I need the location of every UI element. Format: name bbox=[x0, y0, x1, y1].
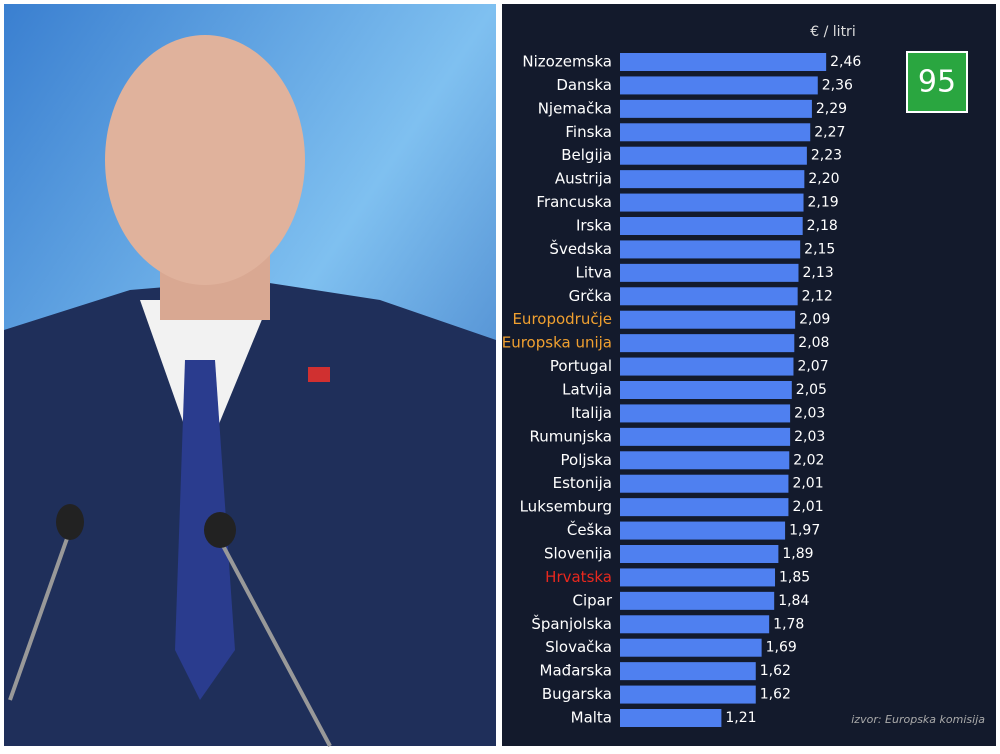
category-label: Njemačka bbox=[538, 99, 612, 117]
source: izvor: Europska komisija bbox=[851, 713, 985, 726]
value-label: 2,08 bbox=[798, 335, 829, 351]
category-label: Latvija bbox=[562, 381, 612, 399]
category-label: Europodručje bbox=[512, 310, 612, 328]
bar bbox=[620, 381, 792, 399]
bar bbox=[620, 474, 789, 493]
bar bbox=[620, 334, 795, 353]
value-label: 1,78 bbox=[773, 616, 804, 632]
category-label: Slovačka bbox=[545, 638, 612, 656]
value-label: 2,13 bbox=[802, 265, 833, 281]
photo bbox=[4, 4, 496, 747]
value-label: 2,02 bbox=[793, 452, 824, 468]
category-label: Grčka bbox=[569, 287, 612, 305]
value-label: 2,05 bbox=[796, 382, 827, 398]
bar bbox=[620, 615, 770, 634]
category-label: Rumunjska bbox=[530, 427, 612, 445]
bar bbox=[620, 709, 722, 727]
bar bbox=[620, 498, 789, 517]
category-label: Hrvatska bbox=[545, 568, 612, 586]
bar bbox=[620, 591, 775, 610]
bar bbox=[620, 240, 801, 259]
bar bbox=[620, 170, 805, 189]
unit-label: € / litri bbox=[810, 24, 855, 40]
value-label: 1,97 bbox=[789, 523, 820, 539]
category-label: Poljska bbox=[561, 451, 612, 469]
value-label: 2,01 bbox=[792, 476, 823, 492]
bar bbox=[620, 568, 776, 587]
value-label: 1,21 bbox=[725, 710, 756, 726]
category-label: Bugarska bbox=[542, 685, 612, 703]
value-label: 2,03 bbox=[794, 429, 825, 445]
bar bbox=[620, 545, 779, 563]
category-label: Europska unija bbox=[502, 334, 612, 352]
value-label: 1,84 bbox=[778, 593, 809, 609]
value-label: 1,69 bbox=[766, 640, 797, 656]
bar bbox=[620, 217, 803, 235]
value-label: 1,85 bbox=[779, 569, 810, 585]
badge: 95 bbox=[918, 65, 956, 100]
bar bbox=[620, 685, 756, 704]
bar bbox=[620, 76, 818, 95]
value-label: 2,07 bbox=[797, 359, 828, 375]
value-label: 2,29 bbox=[816, 101, 847, 117]
bar bbox=[620, 451, 790, 470]
category-label: Portugal bbox=[550, 357, 612, 375]
bar bbox=[620, 123, 811, 142]
bar bbox=[620, 146, 807, 165]
value-label: 2,15 bbox=[804, 241, 835, 257]
bar bbox=[620, 521, 786, 540]
bar bbox=[620, 263, 799, 282]
value-label: 1,62 bbox=[760, 687, 791, 703]
bar bbox=[620, 638, 762, 657]
value-label: 1,89 bbox=[782, 546, 813, 562]
category-label: Francuska bbox=[536, 193, 612, 211]
bar bbox=[620, 53, 827, 71]
category-label: Irska bbox=[576, 217, 612, 235]
category-label: Slovenija bbox=[544, 545, 612, 563]
bar bbox=[620, 662, 756, 681]
bar bbox=[620, 193, 804, 212]
category-label: Litva bbox=[576, 263, 612, 281]
category-label: Češka bbox=[567, 520, 612, 539]
value-label: 2,20 bbox=[808, 171, 839, 187]
category-label: Italija bbox=[571, 404, 612, 422]
value-label: 2,36 bbox=[822, 77, 853, 93]
value-label: 2,18 bbox=[807, 218, 838, 234]
category-label: Nizozemska bbox=[522, 53, 612, 71]
category-label: Mađarska bbox=[540, 662, 612, 680]
category-label: Švedska bbox=[549, 239, 612, 258]
category-label: Finska bbox=[565, 123, 612, 141]
value-label: 2,01 bbox=[792, 499, 823, 515]
value-label: 2,19 bbox=[808, 195, 839, 211]
category-label: Malta bbox=[571, 709, 612, 727]
category-label: Luksemburg bbox=[520, 498, 612, 516]
bar bbox=[620, 310, 796, 329]
bar bbox=[620, 357, 794, 376]
value-label: 1,62 bbox=[760, 663, 791, 679]
bar bbox=[620, 404, 791, 423]
value-label: 2,12 bbox=[802, 288, 833, 304]
category-label: Španjolska bbox=[531, 614, 612, 633]
category-label: Estonija bbox=[553, 474, 612, 492]
value-label: 2,27 bbox=[814, 124, 845, 140]
value-label: 2,23 bbox=[811, 148, 842, 164]
category-label: Austrija bbox=[555, 170, 612, 188]
value-label: 2,03 bbox=[794, 405, 825, 421]
bar bbox=[620, 99, 812, 118]
category-label: Belgija bbox=[561, 146, 612, 164]
value-label: 2,09 bbox=[799, 312, 830, 328]
bar bbox=[620, 427, 791, 446]
bar bbox=[620, 287, 798, 306]
category-label: Cipar bbox=[572, 591, 612, 609]
category-label: Danska bbox=[556, 76, 612, 94]
value-label: 2,46 bbox=[830, 54, 861, 70]
